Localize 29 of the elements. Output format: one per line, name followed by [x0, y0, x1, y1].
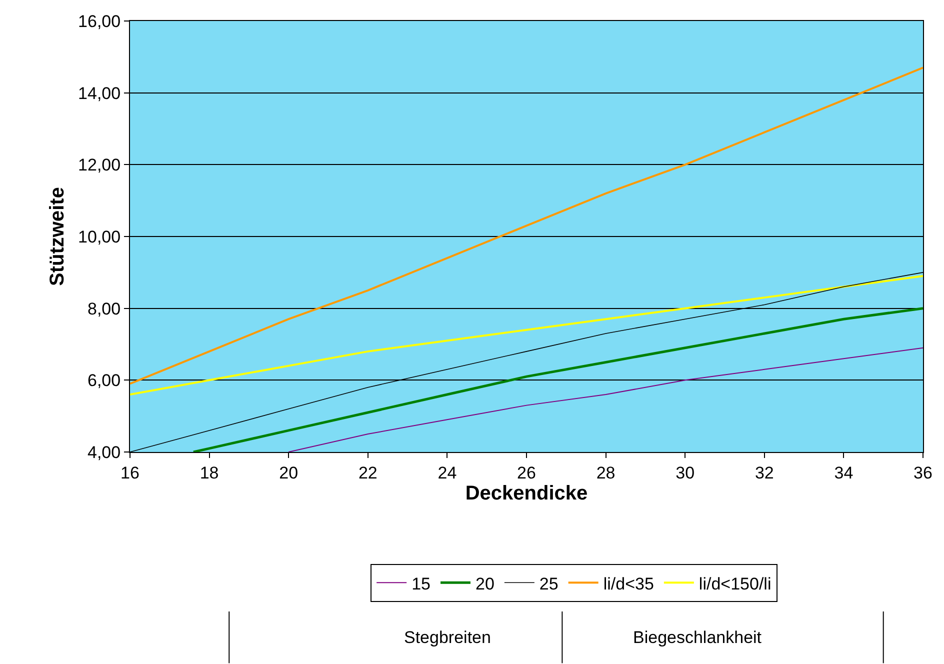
x-tick-label: 18 [200, 463, 219, 482]
text: Stegbreiten [404, 628, 491, 647]
x-tick-label: 36 [914, 463, 932, 482]
legend-label: li/d<150/li [698, 574, 772, 594]
y-tick-label: 16,00 [78, 12, 121, 31]
y-tick-label: 12,00 [78, 156, 121, 175]
x-axis-title: Deckendicke [465, 482, 588, 504]
x-tick-label: 20 [279, 463, 298, 482]
legend-label: 15 [412, 574, 430, 594]
y-tick-label: 4,00 [88, 442, 121, 462]
legend-label: li/d<35 [603, 574, 654, 594]
x-tick-label: 26 [517, 463, 536, 482]
x-tick-label: 28 [596, 463, 616, 482]
x-tick-label: 16 [120, 463, 140, 482]
x-tick-label: 22 [358, 463, 378, 482]
x-tick-label: 24 [438, 463, 457, 482]
x-tick-label: 34 [834, 463, 854, 482]
x-tick-label: 32 [754, 463, 774, 482]
y-tick-label: 6,00 [88, 371, 121, 390]
text: Biegeschlankheit [633, 628, 762, 647]
x-tick-label: 30 [676, 463, 695, 482]
y-tick-label: 8,00 [88, 299, 121, 318]
legend-label: 20 [476, 574, 494, 594]
line-series [288, 347, 923, 452]
y-axis-title: Stützweite [46, 187, 69, 286]
y-tick-label: 14,00 [78, 84, 121, 103]
line-series [192, 307, 923, 452]
legend-label: 25 [539, 574, 558, 594]
y-tick-label: 10,00 [78, 227, 121, 246]
